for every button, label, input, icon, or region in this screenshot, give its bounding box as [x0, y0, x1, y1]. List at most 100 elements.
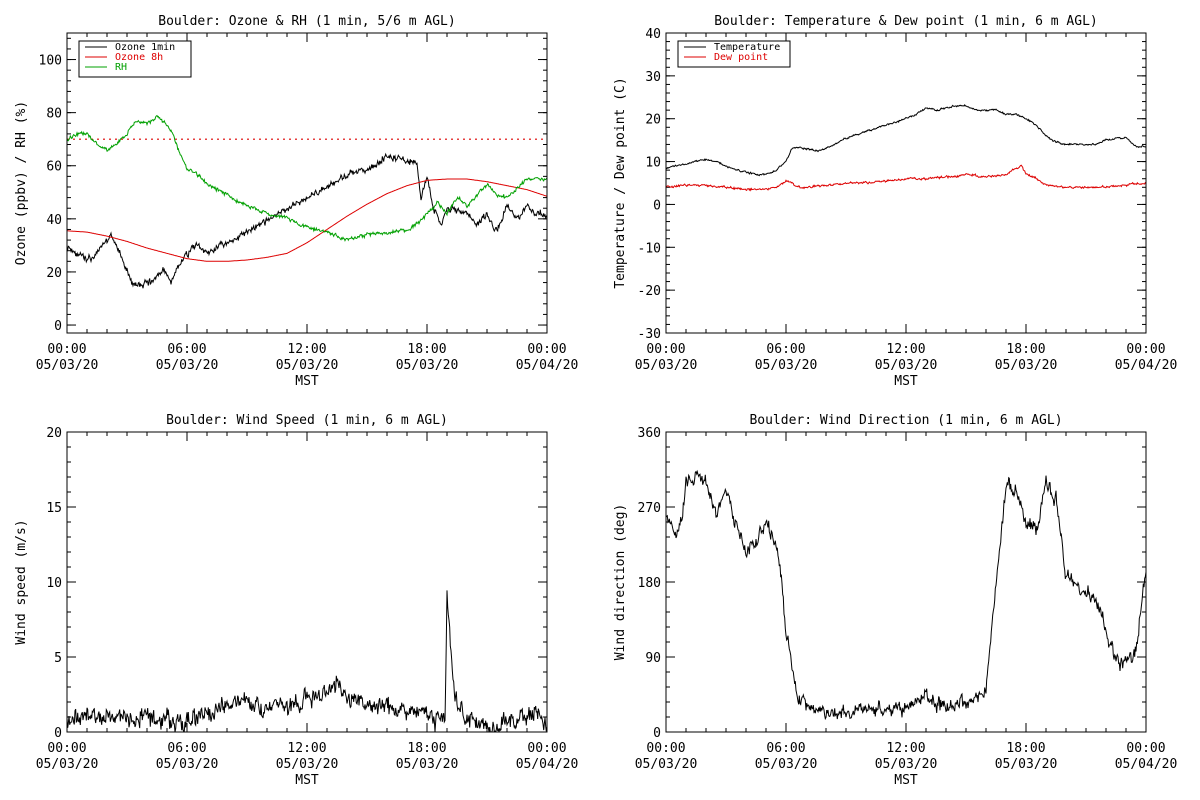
y-tick-label: 180 — [638, 576, 661, 591]
x-tick-label-date: 05/04/20 — [1115, 757, 1178, 772]
x-tick-label-time: 00:00 — [47, 342, 86, 357]
y-tick-label: 10 — [645, 156, 661, 171]
chart-title: Boulder: Temperature & Dew point (1 min,… — [714, 14, 1098, 29]
y-tick-label: 0 — [653, 198, 661, 213]
x-tick-label-time: 06:00 — [766, 741, 805, 756]
y-tick-label: 5 — [54, 651, 62, 666]
x-axis-label: MST — [295, 374, 319, 389]
x-tick-label-time: 12:00 — [886, 342, 925, 357]
y-tick-label: 0 — [54, 319, 62, 334]
series-group — [67, 114, 547, 289]
x-tick-label-time: 12:00 — [886, 741, 925, 756]
y-tick-label: 30 — [645, 70, 661, 85]
x-axis-label: MST — [894, 374, 918, 389]
y-tick-label: 20 — [46, 266, 62, 281]
y-axis-label: Wind direction (deg) — [613, 504, 628, 661]
x-tick-label-time: 00:00 — [527, 741, 566, 756]
x-tick-label-date: 05/03/20 — [396, 358, 459, 373]
legend-entry: Ozone 1min — [115, 42, 175, 53]
y-tick-label: -10 — [638, 241, 661, 256]
x-tick-label-date: 05/03/20 — [156, 358, 219, 373]
x-tick-label-time: 06:00 — [167, 342, 206, 357]
y-tick-label: 20 — [645, 113, 661, 128]
x-tick-label-time: 18:00 — [1006, 342, 1045, 357]
x-tick-label-time: 12:00 — [287, 342, 326, 357]
y-axis-label: Ozone (ppbv) / RH (%) — [14, 101, 29, 265]
x-tick-label-date: 05/03/20 — [276, 757, 339, 772]
legend-entry: RH — [115, 62, 127, 73]
plot-frame — [66, 431, 548, 733]
x-axis-label: MST — [295, 773, 319, 788]
x-tick-label-time: 00:00 — [646, 741, 685, 756]
y-tick-label: 270 — [638, 501, 661, 516]
y-tick-label: 15 — [46, 501, 62, 516]
y-axis-label: Wind speed (m/s) — [14, 519, 29, 644]
x-tick-label-date: 05/03/20 — [635, 757, 698, 772]
series-line — [67, 152, 547, 289]
legend-entry: Ozone 8h — [115, 52, 163, 63]
ozone-rh-panel: Boulder: Ozone & RH (1 min, 5/6 m AGL) Oz… — [14, 14, 578, 389]
y-tick-label: 0 — [54, 726, 62, 741]
x-tick-label-date: 05/03/20 — [36, 358, 99, 373]
y-tick-label: 40 — [46, 213, 62, 228]
legend-entry: Dew point — [714, 52, 768, 63]
x-tick-label-date: 05/03/20 — [875, 358, 938, 373]
y-tick-label: -30 — [638, 327, 661, 342]
series-group — [67, 590, 547, 732]
legend-box — [677, 40, 791, 68]
y-tick-label: -20 — [638, 284, 661, 299]
y-tick-label: 10 — [46, 576, 62, 591]
series-line — [666, 103, 1146, 177]
x-tick-label-date: 05/03/20 — [995, 358, 1058, 373]
series-group — [666, 103, 1146, 192]
x-tick-label-date: 05/03/20 — [36, 757, 99, 772]
x-tick-label-date: 05/04/20 — [516, 757, 579, 772]
plot-frame — [665, 32, 1147, 334]
x-tick-label-time: 00:00 — [646, 342, 685, 357]
y-tick-label: 60 — [46, 160, 62, 175]
y-tick-label: 40 — [645, 27, 661, 42]
series-line — [67, 178, 547, 262]
x-tick-label-date: 05/03/20 — [156, 757, 219, 772]
legend-entry: Temperature — [714, 42, 780, 53]
chart-title: Boulder: Wind Speed (1 min, 6 m AGL) — [166, 413, 448, 428]
x-tick-label-time: 12:00 — [287, 741, 326, 756]
y-tick-label: 360 — [638, 426, 661, 441]
x-tick-label-date: 05/03/20 — [276, 358, 339, 373]
x-tick-label-time: 06:00 — [766, 342, 805, 357]
x-tick-label-time: 18:00 — [1006, 741, 1045, 756]
series-line — [666, 469, 1146, 721]
wind-speed-panel: Boulder: Wind Speed (1 min, 6 m AGL) Wind… — [14, 413, 578, 788]
temperature-dewpoint-panel: Boulder: Temperature & Dew point (1 min,… — [613, 14, 1177, 389]
y-tick-label: 90 — [645, 651, 661, 666]
x-tick-label-time: 00:00 — [47, 741, 86, 756]
y-tick-label: 20 — [46, 426, 62, 441]
plot-frame — [66, 32, 548, 334]
series-line — [67, 114, 547, 242]
x-tick-label-time: 00:00 — [1126, 342, 1165, 357]
x-tick-label-time: 06:00 — [167, 741, 206, 756]
y-tick-label: 0 — [653, 726, 661, 741]
x-tick-label-time: 18:00 — [407, 342, 446, 357]
x-tick-label-date: 05/04/20 — [516, 358, 579, 373]
y-tick-label: 80 — [46, 107, 62, 122]
x-tick-label-date: 05/03/20 — [755, 358, 818, 373]
chart-title: Boulder: Wind Direction (1 min, 6 m AGL) — [749, 413, 1062, 428]
wind-direction-panel: Boulder: Wind Direction (1 min, 6 m AGL)… — [613, 413, 1177, 788]
x-tick-label-date: 05/04/20 — [1115, 358, 1178, 373]
chart-title: Boulder: Ozone & RH (1 min, 5/6 m AGL) — [158, 14, 455, 29]
x-tick-label-date: 05/03/20 — [875, 757, 938, 772]
x-axis-label: MST — [894, 773, 918, 788]
x-tick-label-time: 18:00 — [407, 741, 446, 756]
x-tick-label-date: 05/03/20 — [755, 757, 818, 772]
x-tick-label-time: 00:00 — [527, 342, 566, 357]
series-line — [666, 164, 1146, 192]
y-axis-label: Temperature / Dew point (C) — [613, 77, 628, 288]
plot-frame — [665, 431, 1147, 733]
x-tick-label-date: 05/03/20 — [635, 358, 698, 373]
x-tick-label-date: 05/03/20 — [995, 757, 1058, 772]
x-tick-label-date: 05/03/20 — [396, 757, 459, 772]
y-tick-label: 100 — [39, 54, 62, 69]
x-tick-label-time: 00:00 — [1126, 741, 1165, 756]
